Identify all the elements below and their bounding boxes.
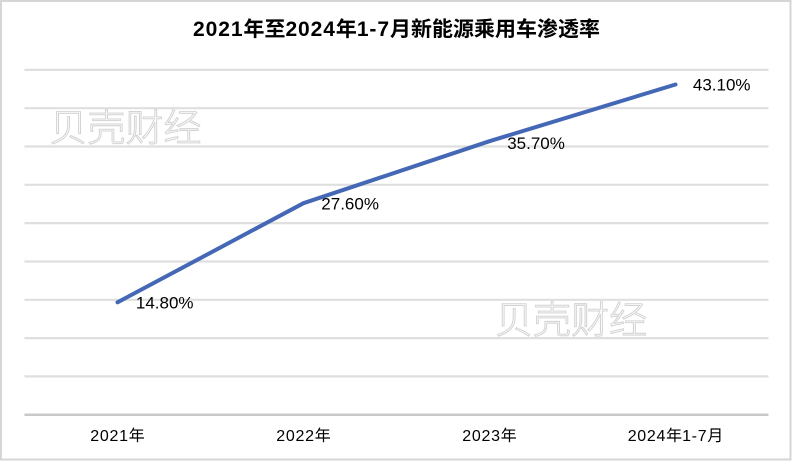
- svg-text:1-7: 1-7: [357, 18, 390, 41]
- svg-text:35.70%: 35.70%: [507, 134, 565, 153]
- svg-text:2021: 2021: [90, 428, 128, 445]
- svg-text:2022: 2022: [276, 428, 314, 445]
- svg-text:2024: 2024: [285, 18, 335, 41]
- svg-text:1-7: 1-7: [682, 428, 707, 445]
- svg-text:14.80%: 14.80%: [136, 293, 194, 312]
- svg-text:2021: 2021: [193, 18, 243, 41]
- svg-text:2023: 2023: [462, 428, 500, 445]
- svg-text:2024: 2024: [628, 428, 666, 445]
- svg-text:43.10%: 43.10%: [693, 76, 751, 95]
- svg-text:27.60%: 27.60%: [321, 195, 379, 214]
